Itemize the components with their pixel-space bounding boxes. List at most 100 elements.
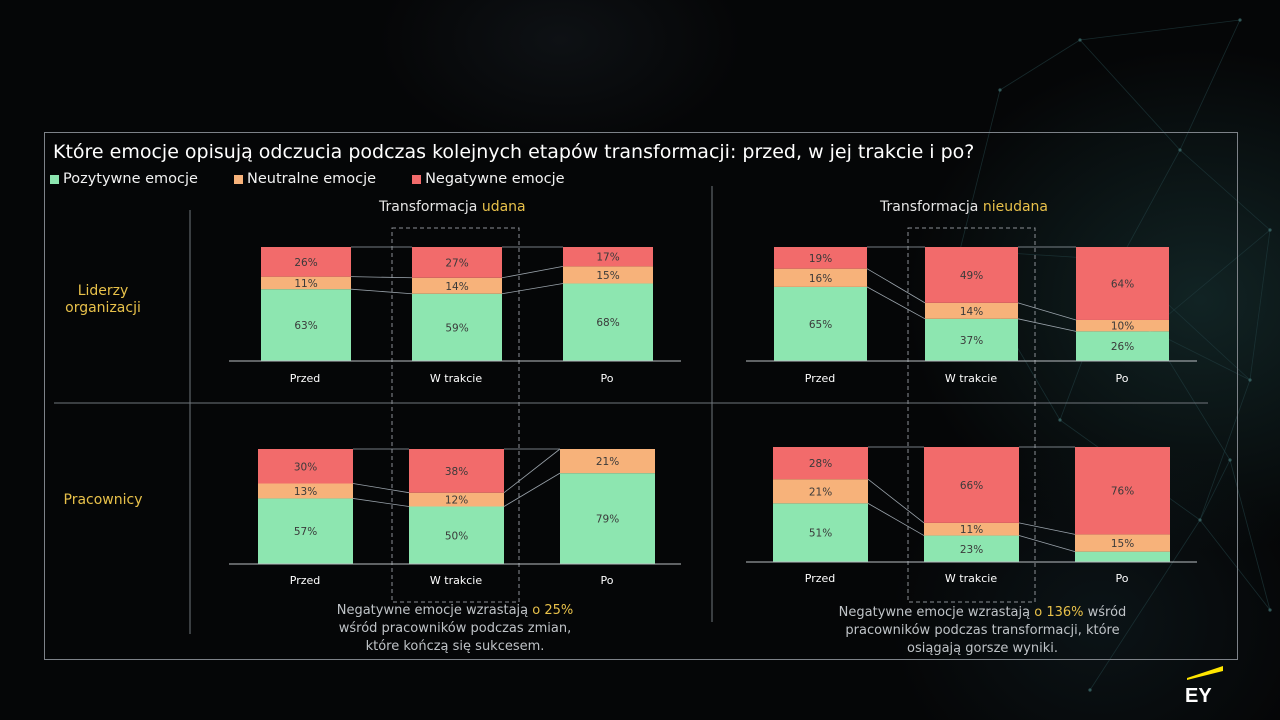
- panel-title-success-prefix: Transformacja: [379, 199, 482, 215]
- bar-segment-pozytywne: [925, 318, 1018, 361]
- data-label: 11%: [960, 524, 983, 536]
- data-label: 15%: [1111, 538, 1134, 550]
- data-label: 19%: [809, 253, 832, 265]
- bar-segment-pozytywne: [774, 286, 867, 361]
- connector-line: [503, 472, 561, 507]
- bar-segment-neutralne: [563, 266, 653, 284]
- ey-logo-text: EY: [1185, 685, 1212, 706]
- bar-segment-neutralne: [924, 522, 1019, 536]
- network-node: [1268, 608, 1272, 612]
- connector-line: [352, 483, 410, 494]
- bar-segment-neutralne: [412, 277, 502, 294]
- legend-swatch-positive: [50, 174, 59, 184]
- bar-segment-neutralne: [258, 483, 353, 499]
- network-node: [1228, 458, 1232, 462]
- legend-item-positive: Pozytywne emocje: [50, 171, 198, 187]
- category-label: Po: [1116, 572, 1129, 585]
- legend: Pozytywne emocje Neutralne emocje Negaty…: [50, 171, 565, 187]
- stacked-bar-chart-success-employees: 57% 13% 30% Przed 50% 12% 38% W trakcie 79% 21% Po: [229, 448, 681, 587]
- network-line: [1079, 19, 1241, 41]
- network-line: [1179, 149, 1271, 231]
- note-failure-post: wśród pracowników podczas transformacji,…: [845, 605, 1127, 656]
- bar-segment-pozytywne: [258, 498, 353, 564]
- highlight-box-success: [391, 227, 520, 603]
- note-success-post: wśród pracowników podczas zmian, które k…: [338, 621, 572, 654]
- bar-segment-negatywne: [925, 247, 1018, 303]
- row-label-employees: Pracownicy: [63, 492, 143, 508]
- bar-segment-negatywne: [1075, 447, 1170, 535]
- legend-swatch-neutral: [233, 174, 243, 184]
- connector-line: [501, 265, 564, 279]
- page-title: Które emocje opisują odczucia podczas ko…: [53, 141, 975, 163]
- network-line: [1119, 149, 1181, 261]
- legend-label-positive: Pozytywne emocje: [63, 171, 198, 187]
- data-label: 16%: [809, 273, 832, 285]
- note-failure: Negatywne emocje wzrastają o 136% wśród …: [830, 604, 1135, 658]
- connector-line: [503, 448, 561, 494]
- data-label: 51%: [809, 528, 832, 540]
- network-line: [1179, 19, 1241, 151]
- network-line: [1199, 519, 1271, 611]
- connector-line: [1018, 522, 1076, 535]
- bar-segment-negatywne: [409, 449, 504, 493]
- data-label: 28%: [809, 458, 832, 470]
- data-label: 37%: [960, 335, 983, 347]
- data-label: 10%: [1111, 321, 1134, 333]
- data-label: 50%: [445, 530, 468, 542]
- connector-line: [866, 268, 926, 304]
- category-label: Przed: [290, 372, 321, 385]
- connector-line: [1017, 318, 1077, 332]
- legend-item-negative: Negatywne emocje: [412, 171, 565, 187]
- data-label: 65%: [809, 319, 832, 331]
- connector-line: [867, 478, 925, 524]
- bar-segment-neutralne: [261, 276, 351, 290]
- stacked-bar-chart-failure-employees: 51% 21% 28% Przed 23% 11% 66% W trakcie 15% 76% Po: [746, 446, 1197, 585]
- category-label: Przed: [290, 574, 321, 587]
- network-node: [1268, 228, 1272, 232]
- network-node: [1238, 18, 1242, 22]
- bar-segment-negatywne: [924, 447, 1019, 523]
- network-line: [1199, 379, 1251, 521]
- bar-segment-pozytywne: [924, 535, 1019, 562]
- panel-title-success: Transformacja udana: [379, 199, 526, 215]
- legend-swatch-negative: [412, 174, 422, 184]
- network-node: [1078, 38, 1082, 42]
- connector-line: [350, 276, 413, 279]
- network-line: [1079, 39, 1181, 151]
- panel-title-success-highlight: udana: [481, 199, 526, 215]
- data-label: 26%: [1111, 341, 1134, 353]
- row-label-leaders: Liderzy organizacji: [65, 283, 141, 316]
- category-label: Przed: [805, 572, 836, 585]
- bar-segment-neutralne: [1075, 534, 1170, 552]
- network-line: [1229, 459, 1271, 611]
- panel-title-failure-highlight: nieudana: [982, 199, 1049, 215]
- data-label: 63%: [294, 320, 317, 332]
- data-label: 68%: [596, 317, 619, 329]
- data-label: 64%: [1111, 278, 1134, 290]
- panel-title-failure-prefix: Transformacja: [880, 199, 983, 215]
- network-line: [1149, 229, 1271, 331]
- bar-segment-pozytywne: [1075, 551, 1170, 562]
- bar-segment-negatywne: [412, 247, 502, 278]
- ey-logo-beam: [1187, 666, 1223, 680]
- category-label: Po: [601, 574, 614, 587]
- bar-segment-pozytywne: [560, 473, 655, 564]
- ey-logo: EY: [1185, 666, 1223, 706]
- category-label: W trakcie: [945, 572, 997, 585]
- category-label: W trakcie: [430, 372, 482, 385]
- bar-segment-pozytywne: [1076, 331, 1169, 361]
- data-label: 14%: [960, 306, 983, 318]
- data-label: 66%: [960, 480, 983, 492]
- bar-segment-neutralne: [409, 492, 504, 507]
- stacked-bar-chart-success-leaders: 63% 11% 26% Przed 59% 14% 27% W trakcie 68% 15% 17…: [229, 246, 681, 385]
- bar-segment-negatywne: [1076, 247, 1169, 320]
- data-label: 57%: [294, 526, 317, 538]
- bar-segment-neutralne: [1076, 319, 1169, 332]
- note-failure-pre: Negatywne emocje wzrastają: [838, 605, 1035, 620]
- data-label: 23%: [960, 544, 983, 556]
- connector-line: [352, 498, 410, 507]
- highlight-box-failure: [907, 227, 1036, 603]
- category-label: Przed: [805, 372, 836, 385]
- data-label: 26%: [294, 257, 317, 269]
